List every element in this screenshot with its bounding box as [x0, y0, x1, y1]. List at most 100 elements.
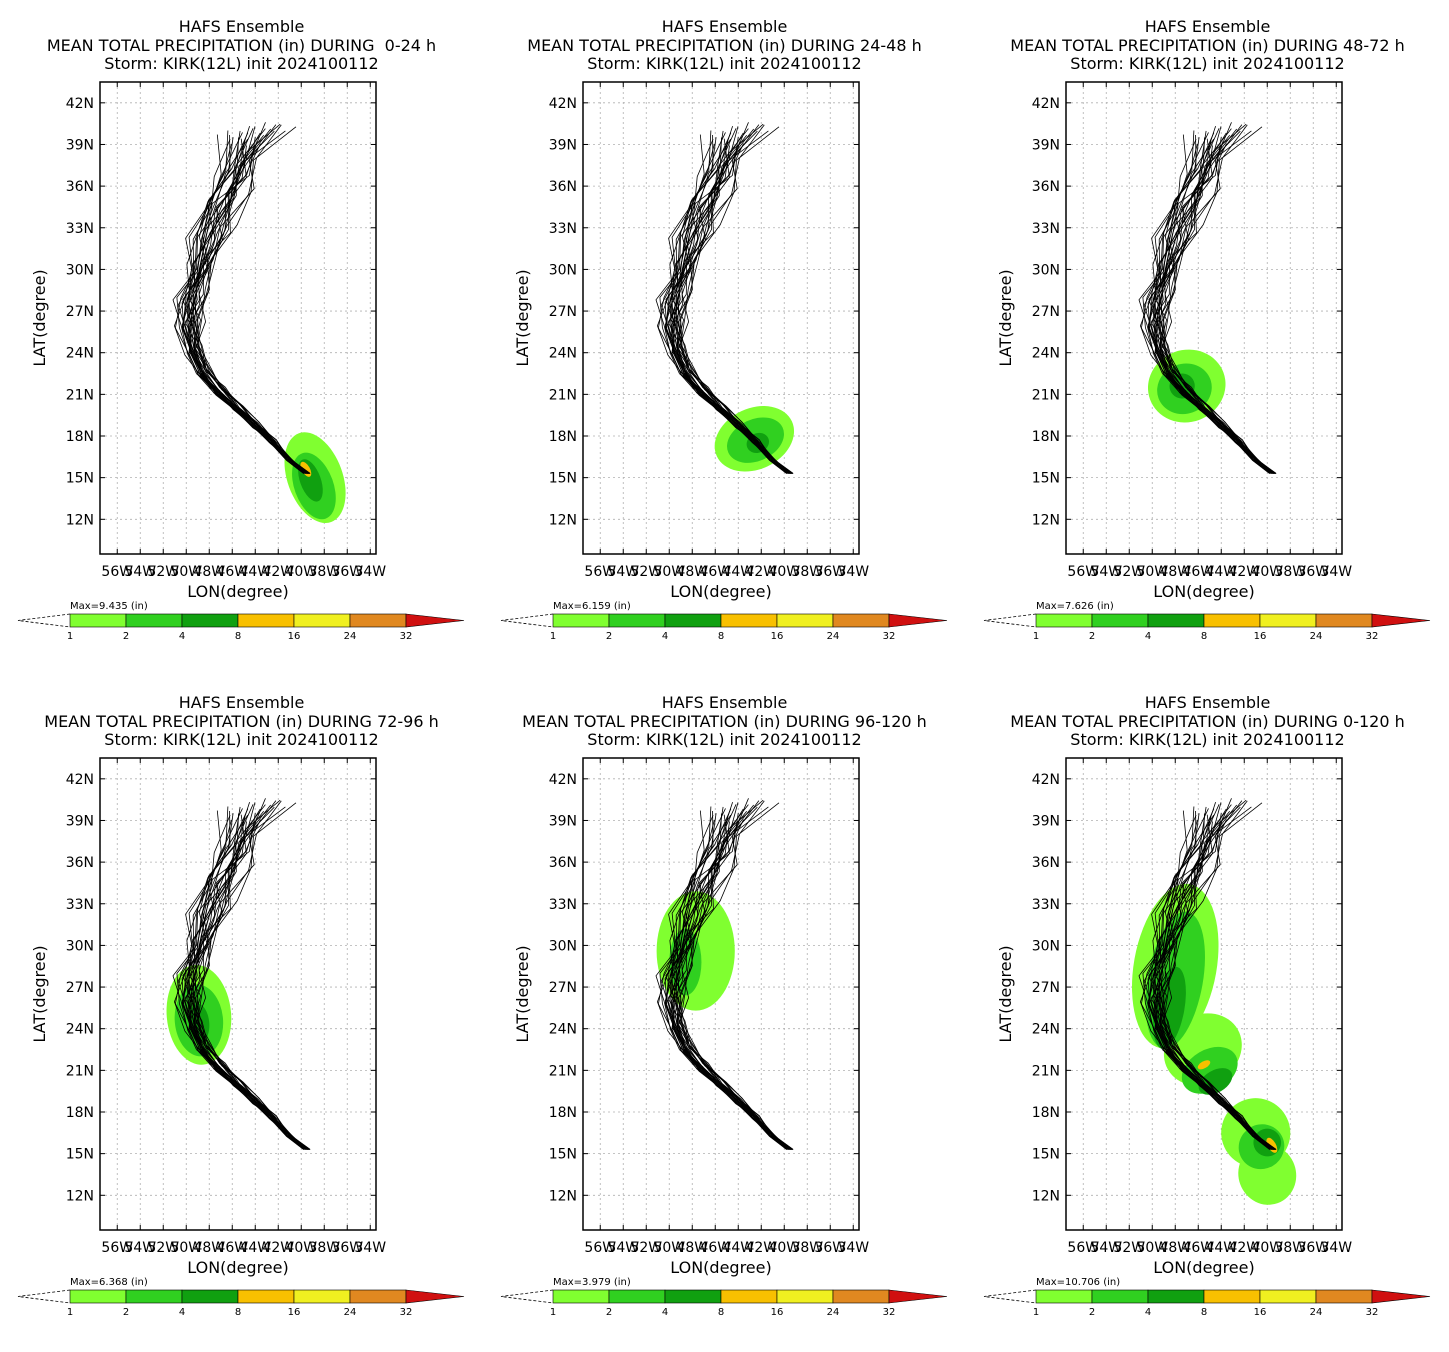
x-axis-label: LON(degree) [187, 582, 288, 601]
lat-tick-label: 42N [549, 96, 577, 112]
max-value-label: Max=9.435 (in) [70, 601, 148, 612]
lon-tick-label: 50W [653, 1240, 685, 1256]
lon-tick-label: 36W [814, 1240, 846, 1256]
lat-tick-label: 15N [1032, 1147, 1060, 1163]
colorbar-segment [237, 1289, 295, 1304]
track-line [187, 130, 307, 474]
track-line [1138, 137, 1277, 474]
lat-tick-label: 39N [1032, 137, 1060, 153]
lat-tick-label: 30N [549, 262, 577, 278]
colorbar-level-label: 4 [662, 1307, 668, 1318]
track-line [667, 132, 793, 474]
colorbar-level-label: 16 [288, 631, 301, 642]
colorbar-segment [608, 1289, 666, 1304]
lon-tick-label: 48W [193, 564, 225, 580]
colorbar-segment [1091, 613, 1149, 628]
lon-tick-label: 44W [1205, 564, 1237, 580]
colorbar-level-label: 8 [235, 631, 241, 642]
panel-subtitle: MEAN TOTAL PRECIPITATION (in) DURING 24-… [527, 36, 922, 55]
lat-tick-label: 15N [1032, 471, 1060, 487]
colorbar-level-label: 1 [67, 631, 73, 642]
track-line [1156, 124, 1275, 474]
track-line [1139, 143, 1274, 474]
map-svg: 42N39N36N33N30N27N24N21N18N15N12N56W54W5… [17, 757, 465, 1318]
colorbar-level-label: 32 [883, 1307, 896, 1318]
track-line [173, 143, 308, 474]
track-line [670, 798, 790, 1150]
colorbar-segment [181, 613, 239, 628]
lat-tick-label: 27N [66, 980, 94, 996]
colorbar-level-label: 24 [1310, 631, 1323, 642]
colorbar-level-label: 24 [827, 1307, 840, 1318]
max-value-label: Max=7.626 (in) [1036, 601, 1114, 612]
lon-tick-label: 54W [124, 564, 156, 580]
colorbar-high-extend [888, 1289, 948, 1304]
colorbar-level-label: 16 [1254, 1307, 1267, 1318]
y-axis-label: LAT(degree) [30, 945, 49, 1042]
lon-tick-label: 50W [1136, 564, 1168, 580]
max-value-label: Max=6.368 (in) [70, 1277, 148, 1288]
lon-tick-label: 54W [1090, 564, 1122, 580]
lat-tick-label: 30N [549, 938, 577, 954]
track-line [1150, 808, 1276, 1150]
lat-tick-label: 36N [549, 855, 577, 871]
colorbar-segment [608, 613, 666, 628]
track-line [187, 798, 307, 1150]
track-line [193, 124, 306, 474]
colorbar-high-extend [405, 613, 465, 628]
lat-tick-label: 27N [1032, 980, 1060, 996]
lat-tick-label: 15N [66, 1147, 94, 1163]
lat-tick-label: 24N [1032, 1022, 1060, 1038]
lon-tick-label: 56W [101, 564, 133, 580]
x-axis-label: LON(degree) [670, 582, 771, 601]
ensemble-tracks [1138, 122, 1277, 474]
colorbar-level-label: 16 [1254, 631, 1267, 642]
lat-tick-label: 36N [1032, 179, 1060, 195]
colorbar-segment [1259, 1289, 1317, 1304]
y-axis-label: LAT(degree) [996, 269, 1015, 366]
lon-tick-label: 48W [676, 1240, 708, 1256]
y-axis-label: LAT(degree) [513, 269, 532, 366]
colorbar-level-label: 4 [1145, 1307, 1151, 1318]
lon-tick-label: 52W [1113, 1240, 1145, 1256]
max-value-label: Max=10.706 (in) [1036, 1277, 1120, 1288]
colorbar-level-label: 16 [288, 1307, 301, 1318]
colorbar-level-label: 1 [67, 1307, 73, 1318]
lon-tick-label: 48W [676, 564, 708, 580]
lat-tick-label: 39N [549, 813, 577, 829]
track-line [656, 143, 791, 474]
track-line [655, 813, 794, 1150]
x-axis-label: LON(degree) [1153, 582, 1254, 601]
panel-title: HAFS Ensemble [661, 693, 788, 712]
colorbar-level-label: 2 [606, 631, 612, 642]
lon-tick-label: 56W [1067, 564, 1099, 580]
lat-tick-label: 33N [66, 221, 94, 237]
track-line [655, 137, 794, 474]
lat-tick-label: 33N [66, 897, 94, 913]
colorbar-level-label: 1 [550, 631, 556, 642]
colorbar-level-label: 1 [1033, 1307, 1039, 1318]
lon-tick-label: 38W [1274, 564, 1306, 580]
lon-tick-label: 50W [170, 1240, 202, 1256]
lat-tick-label: 21N [66, 387, 94, 403]
panel-subtitle2: Storm: KIRK(12L) init 2024100112 [104, 730, 379, 749]
lon-tick-label: 36W [814, 564, 846, 580]
colorbar-high-extend [888, 613, 948, 628]
lat-tick-label: 27N [1032, 304, 1060, 320]
lon-tick-label: 46W [1182, 1240, 1214, 1256]
colorbar-level-label: 32 [1366, 1307, 1379, 1318]
lon-tick-label: 44W [722, 564, 754, 580]
ensemble-tracks [655, 122, 794, 474]
panel-title: HAFS Ensemble [1144, 17, 1271, 36]
colorbar-segment [832, 1289, 890, 1304]
track-line [1159, 124, 1272, 474]
lon-tick-label: 54W [607, 1240, 639, 1256]
lat-tick-label: 27N [66, 304, 94, 320]
panel-title: HAFS Ensemble [1144, 693, 1271, 712]
lat-tick-label: 42N [1032, 772, 1060, 788]
lat-tick-label: 24N [549, 1022, 577, 1038]
lat-tick-label: 33N [1032, 221, 1060, 237]
